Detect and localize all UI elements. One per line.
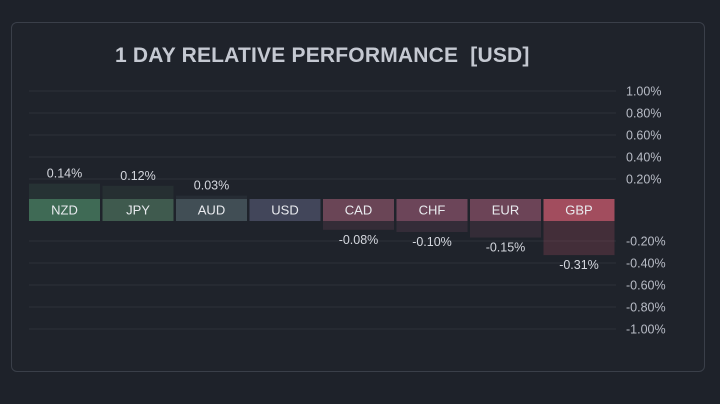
category-label: AUD bbox=[198, 203, 225, 218]
y-tick-label: -1.00% bbox=[626, 323, 666, 337]
bar bbox=[470, 221, 541, 238]
bar bbox=[396, 221, 468, 232]
bar bbox=[543, 221, 615, 256]
y-tick-label: 0.60% bbox=[626, 129, 661, 143]
category-label: CHF bbox=[419, 203, 446, 218]
category-label: GBP bbox=[565, 203, 592, 218]
data-label: -0.08% bbox=[339, 233, 379, 247]
y-tick-label: -0.60% bbox=[626, 279, 666, 293]
bar bbox=[323, 221, 394, 230]
currency-tile bbox=[249, 199, 321, 221]
data-label: -0.10% bbox=[412, 235, 452, 249]
data-label: 0.12% bbox=[120, 169, 155, 183]
y-tick-label: 0.20% bbox=[626, 173, 661, 187]
data-label: -0.31% bbox=[559, 258, 599, 272]
currency-tile bbox=[323, 199, 394, 221]
currency-tile bbox=[102, 199, 174, 221]
y-tick-label: 0.40% bbox=[626, 151, 661, 165]
y-tick-label: -0.40% bbox=[626, 257, 666, 271]
currency-tile bbox=[176, 199, 247, 221]
chart-title: 1 DAY RELATIVE PERFORMANCE [USD] bbox=[115, 44, 530, 67]
currency-tile bbox=[543, 199, 615, 221]
currency-tile bbox=[470, 199, 541, 221]
category-label: EUR bbox=[492, 203, 519, 218]
chart-card bbox=[11, 22, 705, 372]
bar bbox=[29, 183, 100, 199]
data-label: 0.14% bbox=[47, 167, 82, 181]
currency-tile bbox=[396, 199, 468, 221]
y-tick-label: -0.20% bbox=[626, 235, 666, 249]
y-tick-label: 0.80% bbox=[626, 107, 661, 121]
category-label: NZD bbox=[51, 203, 78, 218]
bar bbox=[102, 185, 174, 199]
category-label: CAD bbox=[345, 203, 372, 218]
data-label: -0.15% bbox=[486, 241, 526, 255]
y-tick-label: 1.00% bbox=[626, 85, 661, 99]
category-label: USD bbox=[271, 203, 298, 218]
category-label: JPY bbox=[126, 203, 150, 218]
currency-tile bbox=[29, 199, 100, 221]
bar bbox=[176, 195, 247, 199]
y-tick-label: -0.80% bbox=[626, 301, 666, 315]
data-label: 0.03% bbox=[194, 179, 229, 193]
